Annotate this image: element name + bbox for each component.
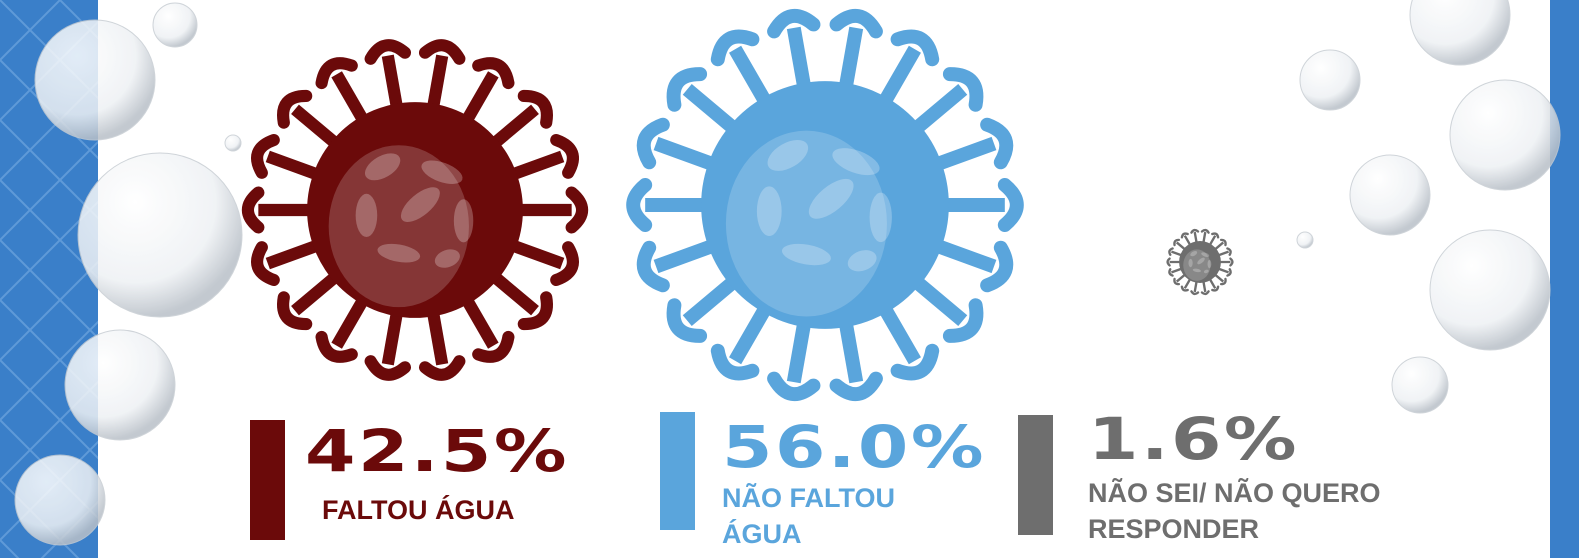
value-label: 1.6% (1088, 405, 1300, 473)
spike-head (1200, 290, 1210, 296)
spike-head (626, 178, 653, 232)
spike-head (980, 117, 1014, 170)
spike-head (517, 89, 553, 129)
virus-shine (328, 145, 469, 308)
virus-spot (1192, 268, 1201, 273)
category-label: NÃO FALTOU ÁGUA (722, 483, 895, 549)
virus-spot (869, 192, 892, 243)
spike-head (997, 178, 1024, 232)
spike-head (767, 371, 821, 402)
virus-spot (453, 199, 474, 243)
virus-spot (421, 160, 463, 184)
spike-head (418, 355, 466, 381)
spike-head (251, 241, 280, 287)
spike-head (636, 117, 670, 170)
virus-spot (1190, 251, 1198, 257)
spike-head (1180, 285, 1189, 292)
spike-head (1190, 228, 1200, 234)
spike-head (550, 133, 579, 179)
spike-head (1200, 228, 1210, 234)
spike-head (1173, 277, 1181, 286)
label-bar (660, 412, 695, 530)
virus-spot (756, 186, 782, 236)
spike-head (829, 8, 883, 39)
spike-head (364, 39, 412, 65)
spike-head (666, 298, 708, 343)
virus (1166, 228, 1234, 296)
spike-head (980, 240, 1014, 293)
spike-head (767, 8, 821, 39)
spike-head (666, 67, 708, 112)
spike-head (942, 298, 984, 343)
spike-head (1211, 232, 1220, 239)
virus-spot (434, 249, 460, 268)
virus-spot (832, 148, 880, 176)
virus-spot (1203, 269, 1209, 274)
spike-head (472, 330, 515, 363)
category-label: FALTOU ÁGUA (322, 495, 515, 525)
spike-head (1219, 238, 1227, 247)
value-label: 42.5% (305, 417, 570, 485)
spike-head (277, 89, 313, 129)
spike-head (517, 291, 553, 331)
spike-head (1219, 277, 1227, 286)
virus-spot (808, 178, 854, 219)
label-bar (250, 420, 285, 540)
virus-spot (767, 139, 809, 171)
spike-head (890, 29, 940, 67)
category-label: NÃO SEI/ NÃO QUERO RESPONDER (1088, 478, 1381, 544)
spike-head (241, 186, 265, 234)
spike-head (710, 343, 760, 381)
spike-head (315, 57, 358, 90)
virus-spot (781, 243, 831, 266)
virus-body (1179, 241, 1221, 283)
virus-spot (1207, 259, 1212, 269)
spike-head (636, 240, 670, 293)
spike-head (710, 29, 760, 67)
spike-head (890, 343, 940, 381)
label-bar (1018, 415, 1053, 535)
virus-spot (1188, 258, 1193, 268)
spike-head (1211, 285, 1220, 292)
spike-head (1229, 257, 1234, 267)
virus (241, 39, 589, 381)
virus-shine (725, 130, 887, 317)
spike-head (1168, 247, 1174, 256)
spike-head (251, 133, 280, 179)
spike-head (277, 291, 313, 331)
spike-head (942, 67, 984, 112)
virus-body (307, 102, 523, 318)
spike-head (364, 355, 412, 381)
bubbles (14, 0, 1561, 546)
spike-head (1226, 247, 1232, 256)
virus-spot (1197, 257, 1205, 265)
spike-head (1166, 257, 1171, 267)
virus (626, 8, 1024, 402)
virus-spot (847, 250, 877, 272)
spike-head (1226, 268, 1232, 277)
spike-head (418, 39, 466, 65)
spike-head (550, 241, 579, 287)
virus-body (701, 81, 949, 329)
spike-head (1190, 290, 1200, 296)
spike-head (565, 186, 589, 234)
spike-head (829, 371, 883, 402)
virus-spot (377, 243, 421, 263)
virus-spot (400, 187, 440, 222)
spike-head (1168, 268, 1174, 277)
value-label: 56.0% (722, 413, 987, 481)
spike-head (1173, 238, 1181, 247)
right-strip (1550, 0, 1579, 558)
spike-head (1180, 232, 1189, 239)
virus-spot (355, 193, 378, 237)
spike-head (315, 330, 358, 363)
spike-head (472, 57, 515, 90)
virus-spot (364, 153, 401, 181)
virus-shine (1183, 249, 1211, 281)
virus-spot (1201, 252, 1210, 257)
